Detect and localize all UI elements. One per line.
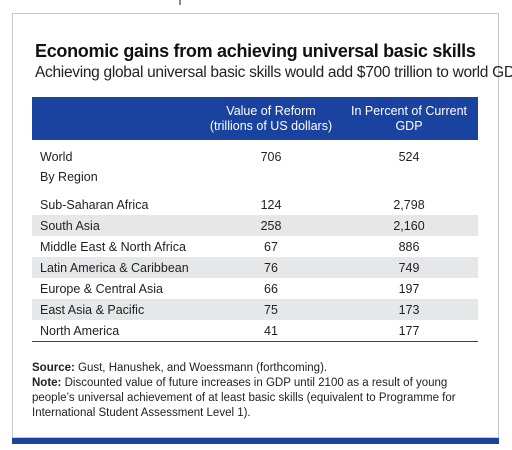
region-percent: 2,160 xyxy=(340,215,478,236)
table-row: Middle East & North Africa 67 886 xyxy=(32,236,478,257)
region-name: South Asia xyxy=(32,215,202,236)
header-value: Value of Reform (trillions of US dollars… xyxy=(202,97,340,140)
header-value-line2: (trillions of US dollars) xyxy=(209,118,333,133)
world-label: World xyxy=(40,150,73,164)
region-value: 76 xyxy=(202,257,340,278)
source-label: Source: xyxy=(32,362,75,374)
table-row: South Asia 258 2,160 xyxy=(32,215,478,236)
world-value: 706 xyxy=(260,150,282,164)
region-percent: 173 xyxy=(340,299,478,320)
chart-title: Economic gains from achieving universal … xyxy=(35,41,476,61)
chart-subtitle: Achieving global universal basic skills … xyxy=(35,64,512,81)
by-region-label: By Region xyxy=(40,169,98,184)
region-name: Latin America & Caribbean xyxy=(32,257,202,278)
region-percent: 177 xyxy=(340,320,478,342)
region-percent: 749 xyxy=(340,257,478,278)
top-tick-mark xyxy=(179,0,181,5)
region-value: 75 xyxy=(202,299,340,320)
spacer-row xyxy=(32,186,478,194)
table-header-row: Value of Reform (trillions of US dollars… xyxy=(32,97,478,140)
empty-cell xyxy=(202,167,340,186)
note-label: Note: xyxy=(32,377,62,389)
data-table: Value of Reform (trillions of US dollars… xyxy=(32,97,478,342)
table-row: North America 41 177 xyxy=(32,320,478,342)
source-text: Gust, Hanushek, and Woessmann (forthcomi… xyxy=(74,362,328,374)
region-value: 124 xyxy=(260,197,282,212)
region-name: East Asia & Pacific xyxy=(32,299,202,320)
world-row: World 706 524 xyxy=(32,140,478,167)
table-row: Europe & Central Asia 66 197 xyxy=(32,278,478,299)
world-percent: 524 xyxy=(398,150,420,164)
region-value: 67 xyxy=(264,239,278,254)
source-line: Source: Gust, Hanushek, and Woessmann (f… xyxy=(32,361,482,376)
spacer-cell xyxy=(32,186,478,194)
notes-block: Source: Gust, Hanushek, and Woessmann (f… xyxy=(32,361,482,421)
table-row: Sub-Saharan Africa 124 2,798 xyxy=(32,194,478,215)
region-percent: 886 xyxy=(398,239,420,254)
table-row: Latin America & Caribbean 76 749 xyxy=(32,257,478,278)
region-name: Europe & Central Asia xyxy=(40,281,163,296)
bottom-accent-bar xyxy=(12,438,499,444)
region-percent: 197 xyxy=(398,281,420,296)
region-name: North America xyxy=(32,320,202,342)
empty-cell xyxy=(340,167,478,186)
region-percent: 2,798 xyxy=(393,197,425,212)
table-row: East Asia & Pacific 75 173 xyxy=(32,299,478,320)
header-value-line1: Value of Reform xyxy=(226,103,316,118)
header-region xyxy=(32,97,202,140)
header-percent: In Percent of Current GDP xyxy=(340,97,478,140)
region-name: Sub-Saharan Africa xyxy=(40,197,149,212)
note-line: Note: Discounted value of future increas… xyxy=(32,376,482,421)
region-value: 41 xyxy=(202,320,340,342)
region-value: 258 xyxy=(202,215,340,236)
note-text: Discounted value of future increases in … xyxy=(32,377,456,419)
region-name: Middle East & North Africa xyxy=(40,239,186,254)
by-region-row: By Region xyxy=(32,167,478,186)
region-value: 66 xyxy=(264,281,278,296)
